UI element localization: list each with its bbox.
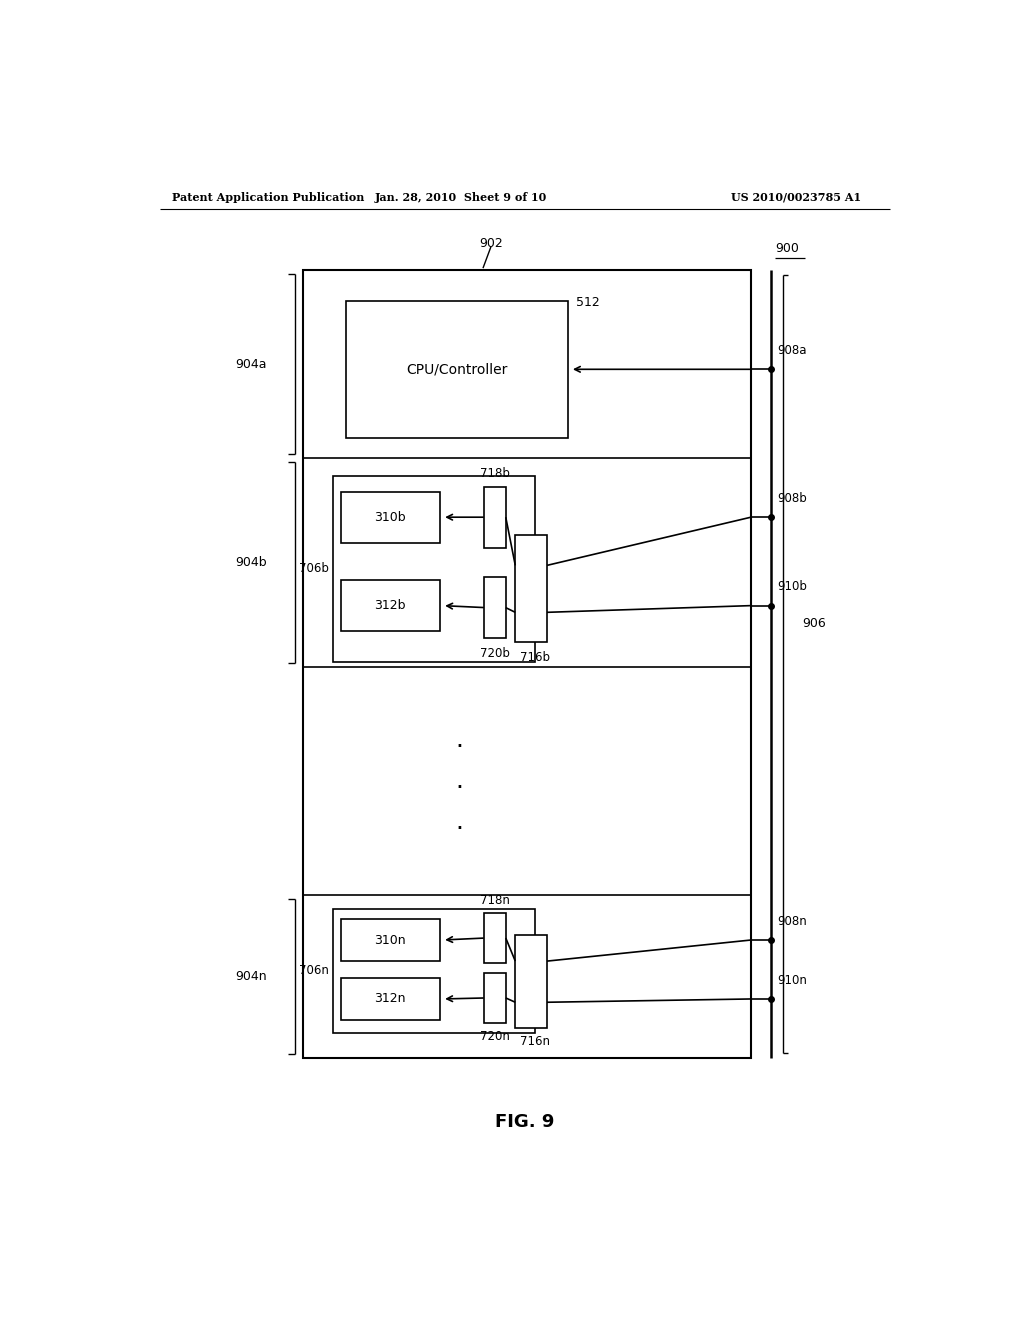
Bar	[483, 577, 506, 638]
Text: FIG. 9: FIG. 9	[496, 1113, 554, 1131]
Bar	[515, 536, 547, 643]
Text: 310n: 310n	[375, 933, 407, 946]
Text: 310b: 310b	[375, 511, 407, 524]
Bar	[346, 301, 568, 438]
Text: 906: 906	[803, 616, 826, 630]
Text: 706b: 706b	[299, 562, 329, 576]
Text: 718n: 718n	[479, 894, 510, 907]
Text: 904a: 904a	[236, 358, 267, 371]
Text: 716n: 716n	[520, 1035, 550, 1048]
Text: 312n: 312n	[375, 993, 407, 1006]
Bar	[341, 978, 440, 1020]
Text: 512: 512	[577, 296, 600, 309]
Text: CPU/Controller: CPU/Controller	[407, 362, 508, 376]
Text: 312b: 312b	[375, 599, 407, 612]
Text: 904n: 904n	[236, 970, 267, 983]
Text: 910n: 910n	[777, 974, 807, 987]
Text: Jan. 28, 2010  Sheet 9 of 10: Jan. 28, 2010 Sheet 9 of 10	[375, 191, 548, 202]
Text: 720n: 720n	[479, 1030, 510, 1043]
Bar	[341, 919, 440, 961]
Text: 706n: 706n	[299, 964, 329, 977]
Bar	[483, 912, 506, 964]
Text: 910b: 910b	[777, 581, 807, 594]
Text: 908b: 908b	[777, 492, 807, 506]
Text: 716b: 716b	[520, 651, 550, 664]
Text: .: .	[456, 809, 464, 834]
Text: 902: 902	[479, 238, 503, 251]
Bar	[341, 581, 440, 631]
Text: .: .	[456, 770, 464, 793]
Text: US 2010/0023785 A1: US 2010/0023785 A1	[731, 191, 861, 202]
Bar	[333, 475, 536, 661]
Bar	[341, 492, 440, 543]
Text: 900: 900	[775, 242, 799, 255]
Bar	[333, 908, 536, 1032]
Text: 908n: 908n	[777, 915, 807, 928]
Text: 720b: 720b	[479, 647, 510, 660]
Text: 718b: 718b	[479, 467, 510, 480]
Text: 904b: 904b	[236, 556, 267, 569]
Text: Patent Application Publication: Patent Application Publication	[172, 191, 364, 202]
Text: 908a: 908a	[777, 345, 807, 358]
Bar	[483, 973, 506, 1023]
Bar	[483, 487, 506, 548]
Bar	[303, 271, 751, 1057]
Bar	[515, 935, 547, 1028]
Text: .: .	[456, 729, 464, 752]
